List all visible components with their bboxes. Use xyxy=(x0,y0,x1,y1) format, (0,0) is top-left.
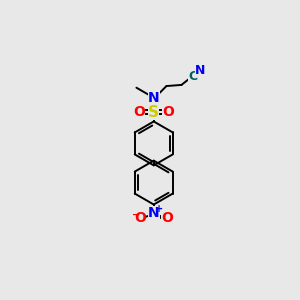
Text: −: − xyxy=(132,210,140,220)
Text: N: N xyxy=(195,64,205,77)
Text: N: N xyxy=(148,206,160,220)
Text: C: C xyxy=(188,70,197,83)
Text: S: S xyxy=(148,105,159,120)
Text: O: O xyxy=(134,105,146,119)
Text: +: + xyxy=(155,204,163,214)
Text: O: O xyxy=(161,212,173,225)
Text: O: O xyxy=(134,212,146,225)
Text: N: N xyxy=(148,91,160,105)
Text: O: O xyxy=(162,105,174,119)
